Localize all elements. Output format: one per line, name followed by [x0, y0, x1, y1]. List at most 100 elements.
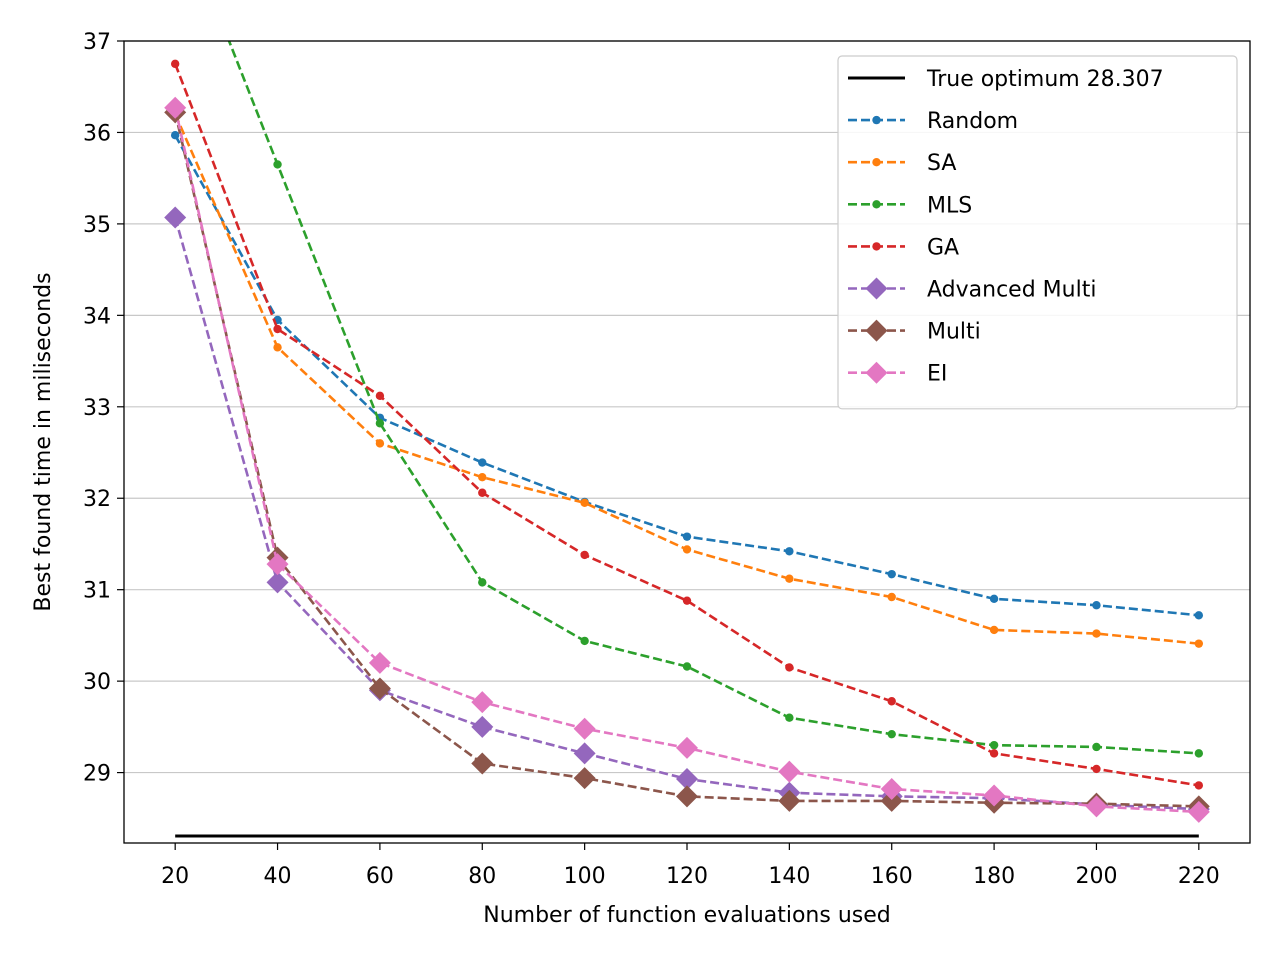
series-line-ga [173, 63, 1200, 787]
y-tick-label: 37 [83, 30, 111, 55]
data-point-sa [887, 592, 896, 602]
legend-label: GA [927, 235, 959, 260]
data-point-ei [164, 96, 187, 119]
data-point-multi [471, 752, 494, 775]
data-point-sa [1194, 639, 1204, 648]
y-tick-label: 33 [83, 396, 111, 421]
data-point-mls [785, 713, 794, 722]
legend-marker [865, 361, 888, 384]
data-point-ei [266, 553, 289, 576]
series-group [164, 41, 1210, 823]
data-point-sa [375, 439, 385, 448]
data-point-multi [880, 789, 903, 812]
data-point-ga [273, 324, 282, 334]
data-point-multi [676, 785, 698, 808]
data-point-random [478, 458, 487, 467]
data-point-mls [1092, 742, 1101, 752]
legend-entry-ga: GA [848, 235, 959, 260]
data-point-random [1092, 601, 1101, 610]
data-point-ei [676, 736, 698, 759]
data-point-random [682, 532, 692, 541]
data-point-advanced-multi [676, 767, 698, 790]
data-point-sa [989, 625, 999, 635]
data-point-sa [478, 473, 487, 482]
data-point-ga [375, 391, 385, 401]
data-point-ga [785, 663, 794, 672]
y-axis-ticks: 29 30 31 32 33 34 35 36 37 [83, 30, 124, 787]
data-point-advanced-multi [471, 715, 494, 738]
legend-entry-multi: Multi [848, 319, 981, 345]
data-point-ei [471, 691, 494, 714]
data-point-mls [989, 740, 999, 750]
data-point-random [170, 130, 180, 140]
legend-box [837, 55, 1238, 410]
legend-label: SA [927, 151, 956, 176]
data-point-ga [580, 550, 589, 560]
data-point-ei [368, 651, 391, 674]
legend-entry-sa: SA [848, 151, 956, 176]
data-point-mls [273, 160, 282, 169]
data-point-sa [1092, 629, 1101, 638]
legend-entry-true-optimum-28-307: True optimum 28.307 [848, 67, 1164, 92]
data-point-mls [478, 578, 487, 587]
data-point-random [989, 594, 999, 604]
data-point-sa [682, 545, 692, 554]
x-tick-label: 80 [468, 864, 496, 889]
data-point-sa [785, 574, 794, 583]
legend-marker [865, 277, 888, 300]
data-point-sa [273, 343, 282, 352]
x-tick-label: 160 [871, 864, 913, 889]
legend-entry-advanced-multi: Advanced Multi [848, 277, 1096, 303]
data-point-ga [478, 488, 487, 497]
legend-label: Multi [927, 320, 981, 345]
data-point-ei [778, 760, 801, 783]
series-mls [227, 41, 1204, 758]
data-point-ga [682, 596, 692, 605]
legend: True optimum 28.307 Random SA MLS GA Advanced… [837, 55, 1238, 410]
y-axis-label: Best found time in miliseconds [31, 272, 56, 611]
legend-label: EI [927, 362, 947, 387]
series-ga [170, 59, 1204, 790]
data-point-random [887, 569, 896, 579]
y-tick-label: 31 [83, 579, 111, 604]
x-tick-label: 180 [973, 864, 1015, 889]
legend-entry-ei: EI [848, 361, 947, 387]
x-tick-label: 140 [768, 864, 810, 889]
y-tick-label: 29 [83, 762, 111, 787]
x-tick-label: 220 [1178, 864, 1220, 889]
data-point-advanced-multi [266, 571, 289, 594]
data-point-ga [1092, 764, 1101, 774]
data-point-ga [1194, 781, 1204, 790]
legend-label: MLS [927, 193, 972, 218]
data-point-ei [983, 784, 1006, 807]
data-point-ga [887, 697, 896, 706]
x-tick-label: 120 [666, 864, 708, 889]
legend-marker [872, 115, 881, 125]
y-tick-label: 32 [83, 487, 111, 512]
data-point-ei [880, 778, 903, 801]
y-tick-label: 34 [83, 304, 111, 329]
data-point-mls [375, 419, 385, 428]
legend-marker [865, 319, 888, 342]
legend-entry-mls: MLS [848, 193, 972, 218]
legend-entry-random: Random [848, 109, 1018, 134]
legend-label: Random [927, 109, 1018, 134]
data-point-advanced-multi [573, 742, 596, 765]
y-tick-label: 36 [83, 121, 111, 146]
legend-marker [872, 242, 881, 251]
data-point-mls [682, 662, 692, 671]
data-point-multi [368, 677, 391, 700]
data-point-multi [778, 789, 801, 812]
data-point-ei [573, 717, 596, 740]
data-point-ei [1187, 800, 1210, 823]
x-axis-ticks: 20 40 60 80 100 120 140 160 180 200 220 [161, 843, 1220, 889]
y-tick-label: 35 [83, 213, 111, 238]
x-tick-label: 100 [564, 864, 606, 889]
y-tick-label: 30 [83, 670, 111, 695]
x-axis-label: Number of function evaluations used [483, 903, 891, 928]
data-point-random [785, 547, 794, 556]
data-point-ei [1085, 795, 1108, 818]
data-point-ga [989, 749, 999, 758]
legend-marker [872, 158, 881, 167]
